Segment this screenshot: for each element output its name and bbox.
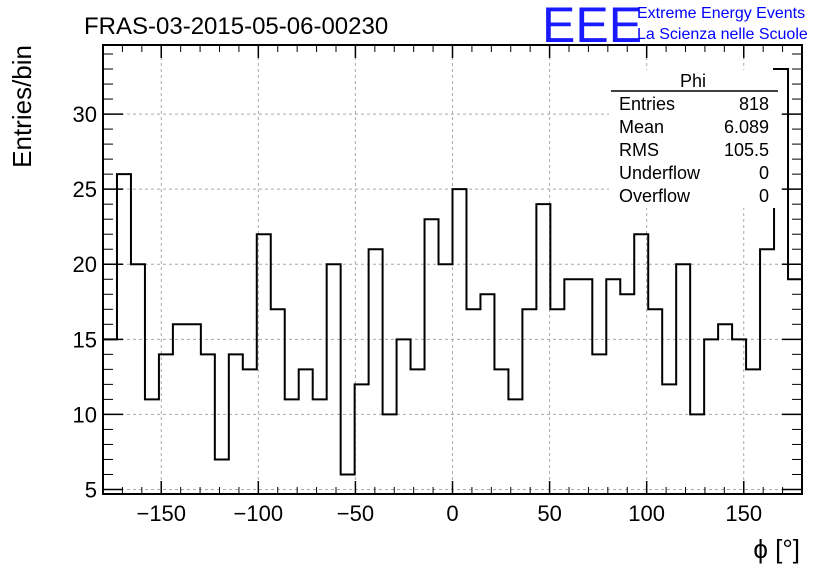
histogram-series [103,68,802,476]
x-axis-title: ϕ [°] [753,534,800,564]
y-tick-label: 15 [73,327,97,352]
y-tick-label: 30 [73,102,97,127]
stats-title: Phi [680,71,706,91]
stats-label-entries: Entries [619,94,675,114]
stats-label-mean: Mean [619,117,664,137]
stats-value-overflow: 0 [759,186,769,206]
stats-value-underflow: 0 [759,163,769,183]
eee-logo-line1: Extreme Energy Events [637,5,805,22]
stats-value-rms: 105.5 [724,140,769,160]
stats-value-entries: 818 [739,94,769,114]
y-axis-title: Entries/bin [7,45,37,168]
chart-title: FRAS-03-2015-05-06-00230 [84,13,388,40]
stats-label-rms: RMS [619,140,659,160]
eee-logo-line2: La Scienza nelle Scuole [637,26,808,43]
x-tick-label: 0 [446,501,458,526]
stats-label-overflow: Overflow [619,186,691,206]
stats-value-mean: 6.089 [724,117,769,137]
y-tick-label: 20 [73,252,97,277]
x-tick-label: 50 [537,501,561,526]
x-tick-label: 150 [725,501,762,526]
y-tick-label: 5 [85,477,97,502]
y-tick-label: 25 [73,177,97,202]
axis-ticks [102,45,803,494]
x-tick-label: −50 [337,501,374,526]
y-tick-label: 10 [73,402,97,427]
x-tick-label: 100 [628,501,665,526]
stats-label-underflow: Underflow [619,163,701,183]
x-tick-labels: −150 −100 −50 0 50 100 150 [136,501,762,526]
y-tick-labels: 5 10 15 20 25 30 [73,102,97,502]
stats-box: Phi Entries 818 Mean 6.089 RMS 105.5 Und… [609,70,778,208]
x-tick-label: −100 [234,501,284,526]
x-tick-label: −150 [136,501,186,526]
